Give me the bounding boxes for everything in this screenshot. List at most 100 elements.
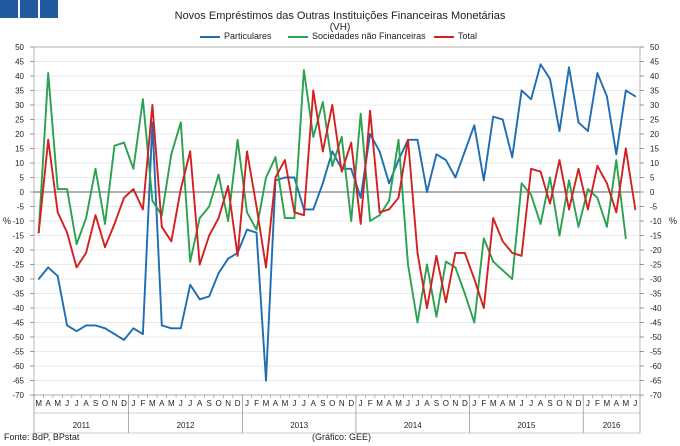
data-point-sociedades-n-o-financeiras [312,136,315,138]
y-tick-label-left: 35 [15,87,24,96]
data-point-particulares [539,63,542,66]
x-tick-label-month: D [462,399,468,408]
data-point-particulares [94,324,97,327]
x-tick-label-month: M [282,399,289,408]
data-point-particulares [293,176,296,179]
data-point-total [463,252,466,254]
data-point-sociedades-n-o-financeiras [94,167,97,170]
x-tick-label-month: D [121,399,127,408]
data-point-particulares [37,278,40,280]
data-point-total [284,159,286,162]
data-point-total [246,150,248,153]
y-tick-label-left: -35 [12,290,24,299]
y-label-left: % [3,216,11,226]
data-point-total [473,278,476,280]
data-point-total [217,217,220,220]
legend-swatch-particulares [200,36,220,38]
data-point-total [359,223,362,225]
series-line-total [37,89,637,309]
x-year-label: 2011 [73,421,91,430]
x-tick-label-month: A [159,399,165,408]
y-tick-label-right: -40 [650,304,662,313]
chart-credit: (Gráfico: GEE) [312,432,372,442]
x-tick-label-month: F [481,399,486,408]
y-tick-label-right: -65 [650,377,662,386]
data-point-particulares [350,167,353,170]
x-tick-label-month: A [386,399,392,408]
data-point-total [558,159,561,162]
x-tick-label-month: M [149,399,156,408]
data-point-particulares [265,379,267,382]
data-point-sociedades-n-o-financeiras [66,188,69,191]
data-point-total [227,185,230,188]
data-point-particulares [492,115,495,118]
data-point-sociedades-n-o-financeiras [435,315,438,318]
x-tick-label-month: S [93,399,98,408]
data-point-total [350,141,353,144]
data-point-sociedades-n-o-financeiras [577,225,580,228]
data-point-total [605,182,608,185]
y-tick-label-left: 50 [15,43,24,52]
data-point-total [587,208,589,211]
data-point-particulares [246,228,248,231]
data-point-total [369,109,372,112]
x-tick-label-month: D [348,399,354,408]
y-tick-label-left: 10 [15,159,24,168]
data-point-sociedades-n-o-financeiras [255,228,258,231]
data-point-sociedades-n-o-financeiras [151,199,154,202]
y-tick-label-left: -50 [12,333,24,342]
data-point-particulares [255,231,258,234]
x-tick-label-month: F [140,399,145,408]
y-axis-left: -70-65-60-55-50-45-40-35-30-25-20-15-10-… [12,43,34,400]
data-point-particulares [56,275,59,277]
data-point-sociedades-n-o-financeiras [56,188,59,191]
data-point-particulares [47,266,50,269]
data-point-particulares [113,333,116,335]
y-tick-label-right: -60 [650,362,662,371]
data-point-total [302,214,305,217]
x-tick-label-month: J [406,399,410,408]
data-point-sociedades-n-o-financeiras [75,243,78,246]
x-tick-label-month: M [263,399,270,408]
data-point-total [444,301,447,304]
data-point-total [454,252,457,254]
data-point-total [179,188,182,191]
data-point-total [75,266,78,269]
x-tick-label-month: A [614,399,620,408]
data-point-total [170,240,173,243]
x-tick-label-month: A [311,399,317,408]
data-point-total [85,252,87,254]
y-tick-label-right: 20 [650,130,659,139]
y-tick-label-right: 40 [650,72,659,81]
data-point-particulares [520,89,523,92]
data-point-total [482,307,485,309]
x-tick-label-month: M [376,399,383,408]
x-tick-label-month: J [586,399,590,408]
data-point-particulares [132,327,135,330]
y-tick-label-left: -5 [17,203,25,212]
y-tick-label-left: -45 [12,319,24,328]
data-point-total [530,167,533,170]
data-point-particulares [444,159,447,162]
data-point-particulares [435,153,438,156]
data-point-sociedades-n-o-financeiras [123,141,125,144]
data-point-sociedades-n-o-financeiras [615,159,618,162]
data-point-sociedades-n-o-financeiras [359,112,362,115]
x-tick-label-month: M [54,399,61,408]
x-tick-label-month: J [520,399,524,408]
x-tick-label-month: S [547,399,552,408]
x-tick-label-month: N [339,399,345,408]
data-point-particulares [85,324,87,327]
data-point-particulares [227,257,230,260]
data-point-total [634,208,637,211]
x-tick-label-month: M [509,399,516,408]
data-point-particulares [75,330,78,333]
data-point-sociedades-n-o-financeiras [388,199,390,202]
data-point-total [492,217,495,220]
data-point-sociedades-n-o-financeiras [416,321,419,324]
y-tick-label-right: -55 [650,348,662,357]
data-point-particulares [426,191,428,193]
x-tick-label-month: F [254,399,259,408]
data-point-total [94,214,97,217]
x-tick-label-month: S [434,399,439,408]
